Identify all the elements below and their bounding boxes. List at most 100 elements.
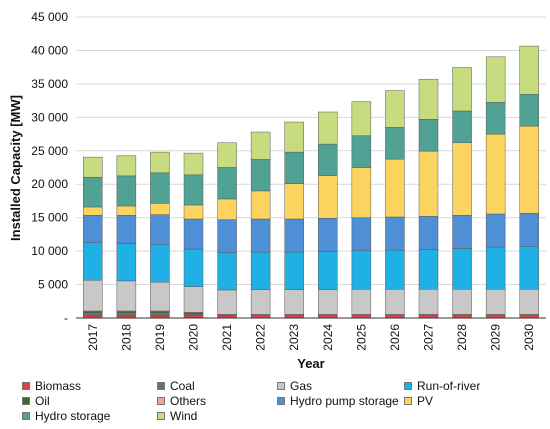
legend-label: Others <box>170 394 207 408</box>
y-tick-label: 40 000 <box>31 43 68 57</box>
bar-segment-hydro-storage-2026 <box>385 127 405 160</box>
legend-swatch <box>22 382 30 390</box>
bar-segment-hydro-storage-2022 <box>250 159 271 192</box>
bar-segment-pv-2018 <box>116 205 137 216</box>
bar-segment-wind-2020 <box>183 152 204 176</box>
bar-segment-gas-2023 <box>284 289 304 315</box>
bar-segment-run-of-river-2020 <box>183 248 204 287</box>
bar-segment-run-of-river-2025 <box>351 250 372 290</box>
legend-swatch <box>404 397 412 405</box>
bar-segment-gas-2022 <box>250 289 271 315</box>
y-tick-label: 5 000 <box>38 278 68 292</box>
bar-segment-run-of-river-2019 <box>150 244 170 283</box>
y-tick-label: - <box>64 311 68 325</box>
bar-segment-hydro-storage-2030 <box>519 94 539 127</box>
legend: Biomass Coal Gas Run-of-river Oil Others Hydro… <box>22 379 542 427</box>
legend-swatch <box>277 397 285 405</box>
x-axis-title: Year <box>297 356 324 371</box>
legend-label: Hydro storage <box>35 409 111 423</box>
x-tick-label: 2018 <box>119 324 133 351</box>
legend-label: Biomass <box>35 379 82 393</box>
bar-segment-pv-2023 <box>284 183 304 220</box>
y-tick-label: 15 000 <box>31 211 68 225</box>
x-tick-label: 2030 <box>522 324 536 351</box>
legend-label: Wind <box>170 409 198 423</box>
bar-segment-hydro-pump-storage-2023 <box>284 218 304 253</box>
bar-segment-run-of-river-2021 <box>217 252 237 291</box>
x-tick-label: 2020 <box>187 324 201 351</box>
bar-segment-gas-2017 <box>83 279 103 312</box>
legend-item: Gas <box>277 379 312 393</box>
bar-segment-gas-2025 <box>351 288 372 315</box>
bar-segment-pv-2026 <box>385 158 405 218</box>
x-tick-label: 2017 <box>86 324 100 351</box>
legend-swatch <box>157 412 165 420</box>
bar-segment-hydro-storage-2018 <box>116 175 137 207</box>
x-tick-label: 2025 <box>354 324 368 351</box>
y-tick-label: 35 000 <box>31 77 68 91</box>
y-tick-labels: - 5 000 10 000 15 000 20 000 25 000 30 000 35 0… <box>31 10 68 325</box>
bar-segment-hydro-pump-storage-2021 <box>217 219 237 253</box>
bar-segment-gas-2021 <box>217 289 237 315</box>
legend-item: Biomass <box>22 379 81 393</box>
bar-segment-gas-2019 <box>150 281 170 312</box>
legend-item: Hydro storage <box>22 409 110 423</box>
bar-segment-hydro-pump-storage-2019 <box>150 214 170 246</box>
bar-segment-hydro-pump-storage-2025 <box>351 217 372 252</box>
bars <box>83 45 539 319</box>
bar-segment-gas-2018 <box>116 280 137 312</box>
bar-segment-hydro-storage-2024 <box>318 143 338 176</box>
legend-label: Oil <box>35 394 50 408</box>
bar-segment-coal-2019 <box>150 312 170 316</box>
y-tick-label: 10 000 <box>31 244 68 258</box>
legend-swatch <box>157 397 165 405</box>
bar-segment-run-of-river-2022 <box>250 251 271 290</box>
bar-segment-hydro-storage-2023 <box>284 151 304 184</box>
x-tick-label: 2021 <box>220 324 234 351</box>
bar-segment-hydro-storage-2029 <box>485 102 506 135</box>
bar-segment-run-of-river-2026 <box>385 249 405 290</box>
y-tick-label: 25 000 <box>31 144 68 158</box>
legend-item: Others <box>157 394 206 408</box>
legend-label: PV <box>417 394 434 408</box>
x-tick-label: 2029 <box>489 324 503 351</box>
bar-segment-gas-2020 <box>183 286 204 313</box>
bar-segment-hydro-pump-storage-2018 <box>116 215 137 244</box>
bar-segment-run-of-river-2029 <box>485 246 506 290</box>
bar-segment-pv-2025 <box>351 167 372 218</box>
x-tick-label: 2023 <box>287 324 301 351</box>
bar-segment-gas-2028 <box>452 288 472 315</box>
bar-segment-wind-2022 <box>250 131 271 160</box>
bar-segment-hydro-pump-storage-2028 <box>452 215 472 249</box>
bar-segment-wind-2021 <box>217 142 237 168</box>
x-tick-label: 2022 <box>254 324 268 351</box>
bar-segment-pv-2022 <box>250 190 271 220</box>
bar-segment-hydro-storage-2019 <box>150 172 170 204</box>
bar-segment-hydro-pump-storage-2026 <box>385 216 405 251</box>
bar-segment-hydro-pump-storage-2030 <box>519 213 539 247</box>
x-tick-label: 2019 <box>153 324 167 351</box>
x-tick-label: 2024 <box>321 324 335 351</box>
x-tick-label: 2026 <box>388 324 402 351</box>
bar-segment-pv-2024 <box>318 175 338 219</box>
bar-segment-run-of-river-2018 <box>116 243 137 282</box>
bar-segment-hydro-storage-2017 <box>83 176 103 208</box>
bar-segment-run-of-river-2023 <box>284 251 304 290</box>
y-axis-title: Installed Capacity [MW] <box>8 95 23 241</box>
bar-segment-hydro-storage-2027 <box>418 119 439 152</box>
bar-segment-wind-2029 <box>485 56 506 103</box>
bar-segment-gas-2030 <box>519 288 539 315</box>
legend-swatch <box>404 382 412 390</box>
x-tick-labels: 2017 2018 2019 2020 2021 2022 2023 2024 2025 2026… <box>86 324 536 351</box>
legend-item: Hydro pump storage <box>277 394 399 408</box>
bar-segment-wind-2025 <box>351 101 372 136</box>
bar-segment-gas-2027 <box>418 288 439 315</box>
legend-swatch <box>22 412 30 420</box>
legend-label: Run-of-river <box>417 379 481 393</box>
bar-segment-hydro-storage-2021 <box>217 167 237 200</box>
bar-segment-hydro-pump-storage-2027 <box>418 216 439 250</box>
bar-segment-gas-2029 <box>485 288 506 315</box>
bar-segment-wind-2023 <box>284 121 304 153</box>
bar-segment-wind-2028 <box>452 67 472 112</box>
